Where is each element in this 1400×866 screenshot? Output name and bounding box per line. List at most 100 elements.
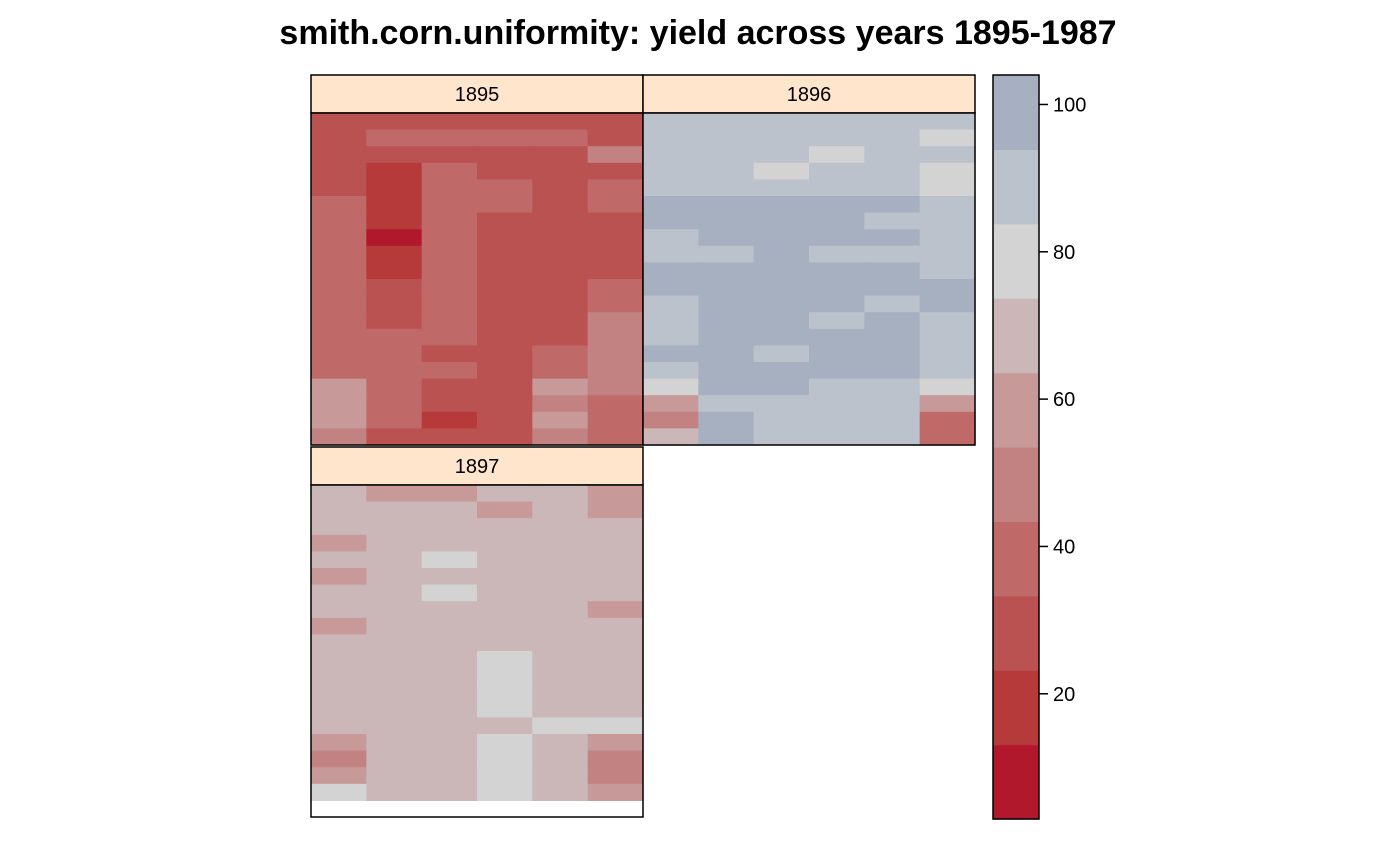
- heatmap-cell: [532, 411, 589, 429]
- heatmap-cell: [532, 717, 589, 735]
- heatmap-cell: [864, 328, 921, 346]
- heatmap-cell: [919, 411, 976, 429]
- colorkey-tick-label: 40: [1053, 536, 1075, 558]
- heatmap-cell: [366, 395, 423, 413]
- heatmap-cell: [421, 584, 478, 602]
- heatmap-cell: [864, 345, 921, 363]
- heatmap-cell: [477, 717, 533, 735]
- heatmap-cell: [753, 345, 810, 363]
- panel-1897: 1897: [310, 446, 644, 818]
- heatmap-cell: [311, 684, 367, 702]
- heatmap-cell: [477, 551, 533, 569]
- heatmap-cell: [477, 501, 533, 519]
- heatmap-cell: [311, 162, 367, 180]
- heatmap-cell: [366, 601, 423, 619]
- heatmap-cell: [587, 684, 644, 702]
- heatmap-cell: [643, 229, 699, 247]
- heatmap-cell: [919, 179, 976, 197]
- heatmap-cell: [919, 279, 976, 297]
- heatmap-cell: [698, 262, 755, 280]
- heatmap-cell: [809, 345, 865, 363]
- heatmap-cell: [311, 667, 367, 685]
- heatmap-cell: [753, 179, 810, 197]
- heatmap-cell: [311, 146, 367, 164]
- heatmap-cell: [919, 362, 976, 380]
- heatmap-cell: [587, 295, 644, 313]
- heatmap-cell: [809, 279, 865, 297]
- heatmap-cell: [587, 345, 644, 363]
- heatmap-cell: [643, 262, 699, 280]
- heatmap-cell: [919, 245, 976, 263]
- heatmap-cell: [366, 113, 423, 131]
- heatmap-cell: [753, 362, 810, 380]
- heatmap-cell: [698, 362, 755, 380]
- heatmap-cell: [477, 667, 533, 685]
- heatmap-cell: [532, 684, 589, 702]
- heatmap-cell: [477, 584, 533, 602]
- heatmap-cell: [311, 783, 367, 801]
- panel-frame-1896: [642, 112, 976, 446]
- heatmap-cell: [532, 568, 589, 586]
- heatmap-cell: [753, 428, 810, 446]
- heatmap-cell: [809, 229, 865, 247]
- heatmap-cell: [864, 262, 921, 280]
- heatmap-cell: [311, 634, 367, 652]
- heatmap-cell: [532, 700, 589, 718]
- heatmap-cell: [864, 212, 921, 230]
- heatmap-cell: [477, 634, 533, 652]
- heatmap-cell: [864, 395, 921, 413]
- heatmap-cell: [587, 651, 644, 669]
- colorkey-band: [993, 447, 1039, 522]
- strip-1895: [310, 74, 644, 114]
- heatmap-cell: [809, 395, 865, 413]
- heatmap-cell: [587, 551, 644, 569]
- heatmap-cell: [366, 667, 423, 685]
- heatmap-cell: [477, 212, 533, 230]
- heatmap-cell: [477, 162, 533, 180]
- heatmap-cell: [477, 601, 533, 619]
- chart-title: smith.corn.uniformity: yield across year…: [279, 14, 1116, 52]
- heatmap-cell: [421, 279, 478, 297]
- heatmap-cell: [864, 229, 921, 247]
- heatmap-cell: [864, 162, 921, 180]
- heatmap-cell: [809, 295, 865, 313]
- heatmap-cell: [311, 295, 367, 313]
- heatmap-cell: [311, 229, 367, 247]
- heatmap-cell: [366, 568, 423, 586]
- heatmap-cell: [809, 162, 865, 180]
- heatmap-cell: [311, 518, 367, 536]
- panel-1895: 1895: [310, 74, 644, 446]
- heatmap-cell: [643, 279, 699, 297]
- heatmap-cell: [698, 229, 755, 247]
- heatmap-cell: [587, 328, 644, 346]
- heatmap-cell: [532, 129, 589, 147]
- heatmap-cell: [421, 501, 478, 519]
- heatmap-cell: [698, 428, 755, 446]
- heatmap-cell: [532, 667, 589, 685]
- heatmap-cell: [587, 428, 644, 446]
- heatmap-cell: [532, 328, 589, 346]
- heatmap-cell: [919, 196, 976, 214]
- colorkey-band: [993, 75, 1039, 150]
- heatmap-cell: [698, 411, 755, 429]
- heatmap-cell: [421, 551, 478, 569]
- heatmap-cell: [809, 362, 865, 380]
- heatmap-cell: [809, 245, 865, 263]
- heatmap-cell: [643, 113, 699, 131]
- heatmap-cell: [864, 411, 921, 429]
- heatmap-cell: [698, 196, 755, 214]
- heatmap-cell: [421, 196, 478, 214]
- heatmap-cell: [643, 196, 699, 214]
- heatmap-cell: [311, 601, 367, 619]
- heatmap-cell: [587, 196, 644, 214]
- heatmap-cell: [864, 245, 921, 263]
- heatmap-cell: [643, 345, 699, 363]
- heatmap-cell: [587, 700, 644, 718]
- heatmap-cell: [366, 767, 423, 785]
- heatmap-cell: [311, 411, 367, 429]
- heatmap-cell: [919, 378, 976, 396]
- heatmap-cell: [311, 312, 367, 330]
- heatmap-cell: [698, 295, 755, 313]
- heatmap-cell: [587, 485, 644, 503]
- heatmap-cell: [311, 378, 367, 396]
